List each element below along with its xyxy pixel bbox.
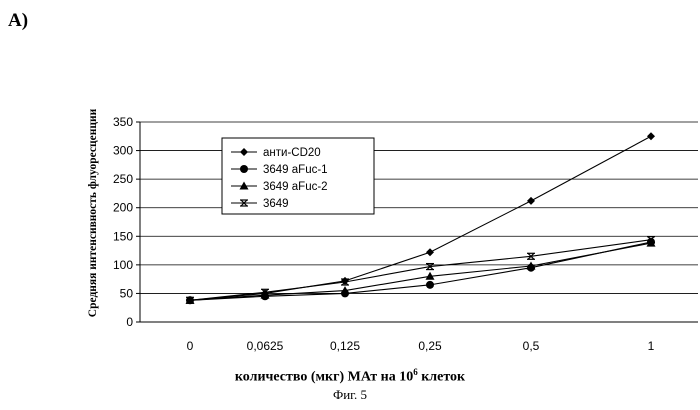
y-axis-label: Средняя интенсивность флуоресценции bbox=[87, 108, 99, 317]
data-point-diamond bbox=[426, 248, 434, 256]
y-tick-label: 0 bbox=[126, 315, 133, 329]
x-tick-label: 0,5 bbox=[523, 339, 540, 353]
data-point-circle bbox=[240, 165, 248, 173]
y-tick-label: 50 bbox=[120, 286, 134, 300]
legend-label: 3649 aFuc-1 bbox=[263, 164, 328, 176]
x-axis-ticks: 0 0,0625 0,125 0,25 0,5 1 bbox=[187, 339, 655, 353]
figure-caption: Фиг. 5 bbox=[0, 387, 700, 403]
x-axis-label: количество (мкг) МАт на 106 клеток bbox=[0, 367, 700, 386]
legend-label: 3649 bbox=[263, 198, 289, 210]
series-line bbox=[190, 242, 651, 300]
y-tick-label: 250 bbox=[113, 172, 133, 186]
series-line bbox=[190, 243, 651, 300]
legend: анти-CD20 3649 aFuc-1 3649 aFuc-2 3649 bbox=[222, 138, 374, 214]
x-tick-label: 0,125 bbox=[330, 339, 360, 353]
y-tick-label: 100 bbox=[113, 258, 133, 272]
y-tick-label: 300 bbox=[113, 144, 133, 158]
x-tick-label: 1 bbox=[648, 339, 655, 353]
data-point-diamond bbox=[647, 132, 655, 140]
x-tick-label: 0 bbox=[187, 339, 194, 353]
data-point-diamond bbox=[341, 277, 349, 285]
legend-label: 3649 aFuc-2 bbox=[263, 181, 328, 193]
y-tick-label: 200 bbox=[113, 201, 133, 215]
data-point-circle bbox=[426, 281, 434, 289]
y-tick-label: 150 bbox=[113, 229, 133, 243]
x-tick-label: 0,25 bbox=[418, 339, 442, 353]
data-point-diamond bbox=[527, 197, 535, 205]
legend-label: анти-CD20 bbox=[263, 147, 321, 159]
series-line bbox=[190, 240, 651, 301]
y-tick-label: 350 bbox=[113, 115, 133, 129]
y-axis-ticks: 0 50 100 150 200 250 300 350 bbox=[113, 115, 140, 329]
x-tick-label: 0,0625 bbox=[247, 339, 284, 353]
